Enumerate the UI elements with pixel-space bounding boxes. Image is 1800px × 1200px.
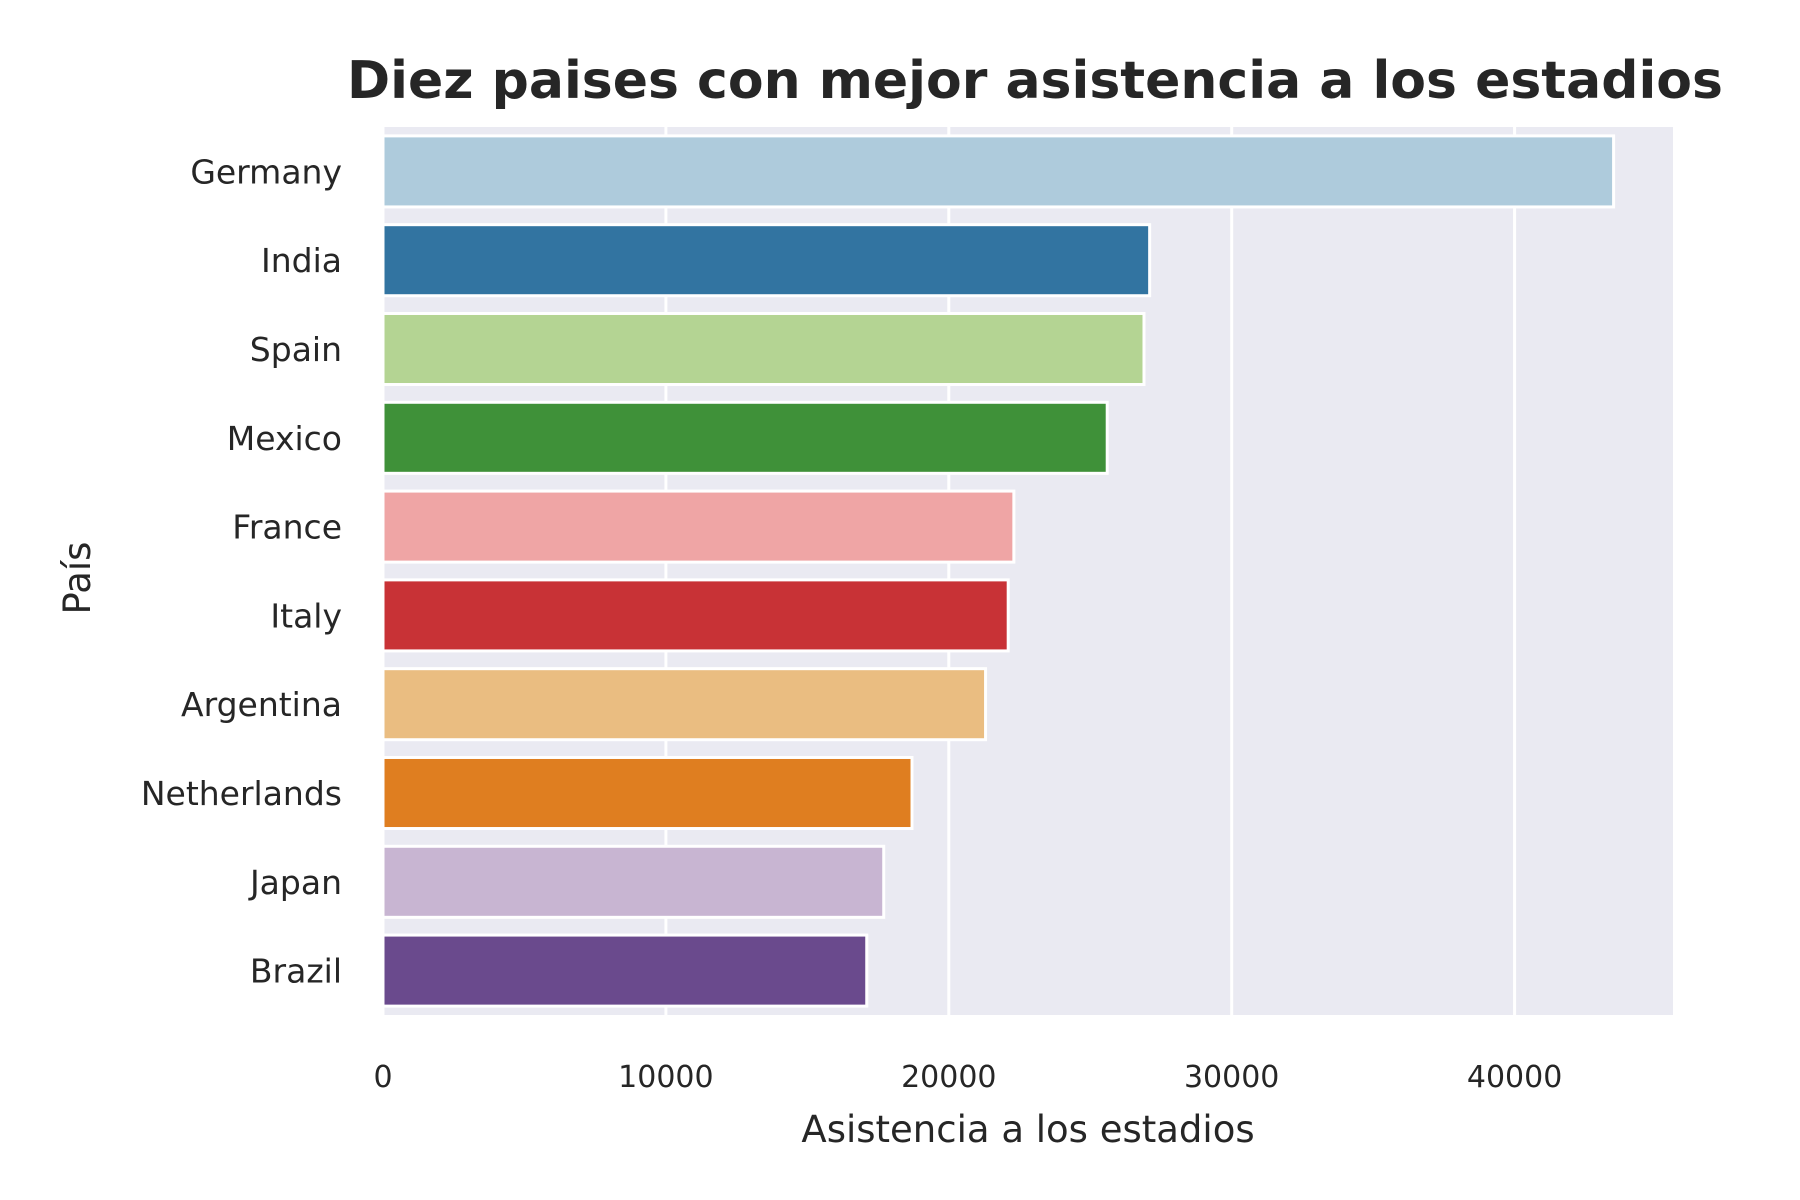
bar-netherlands — [381, 755, 914, 831]
y-tick-label-germany: Germany — [190, 152, 342, 191]
bar-france — [381, 489, 1016, 564]
y-tick-label-italy: Italy — [270, 596, 342, 635]
bar-argentina — [381, 667, 988, 742]
y-tick-label-france: France — [232, 508, 342, 547]
y-tick-labels: Germany India Spain Mexico France Italy Argent… — [141, 152, 342, 990]
bar-germany — [381, 134, 1616, 209]
chart-title: Diez paises con mejor asistencia a los e… — [347, 51, 1723, 111]
x-tick-label: 30000 — [1184, 1060, 1279, 1095]
bar-spain — [381, 311, 1146, 387]
y-tick-label-argentina: Argentina — [181, 685, 342, 724]
y-tick-label-india: India — [261, 241, 342, 280]
x-tick-label: 10000 — [618, 1060, 713, 1095]
x-tick-label: 40000 — [1467, 1060, 1562, 1095]
bar-brazil — [381, 933, 869, 1008]
y-tick-label-netherlands: Netherlands — [141, 774, 342, 813]
x-tick-label: 20000 — [901, 1060, 996, 1095]
bar-mexico — [381, 400, 1109, 475]
y-tick-label-mexico: Mexico — [227, 419, 342, 458]
y-axis-label: País — [56, 542, 99, 615]
x-tick-labels: 0 10000 20000 30000 40000 — [373, 1060, 1562, 1095]
bar-italy — [381, 578, 1010, 653]
bar-japan — [381, 844, 886, 919]
bar-india — [381, 223, 1152, 298]
y-tick-label-japan: Japan — [248, 863, 342, 902]
y-tick-label-spain: Spain — [250, 330, 342, 369]
x-tick-label: 0 — [373, 1060, 392, 1095]
bars — [381, 134, 1616, 1008]
x-axis-label: Asistencia a los estadios — [801, 1108, 1254, 1151]
y-tick-label-brazil: Brazil — [250, 952, 342, 991]
